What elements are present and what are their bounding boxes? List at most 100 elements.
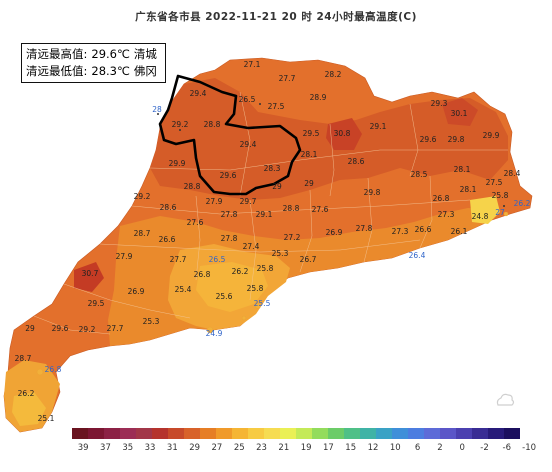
legend-swatch <box>424 428 440 439</box>
station-temp-label: 28.1 <box>454 165 471 174</box>
legend-label: 23 <box>256 443 267 453</box>
legend-label: 25 <box>233 443 245 453</box>
legend-swatch <box>104 428 120 439</box>
station-temp-label: 25.1 <box>38 414 55 423</box>
legend-swatch <box>264 428 280 439</box>
station-temp-label: 27.8 <box>221 234 238 243</box>
station-temp-label: 26.9 <box>326 228 343 237</box>
station-temp-label: 29 <box>304 179 314 188</box>
station-temp-label: 30.8 <box>334 129 351 138</box>
legend-swatch <box>216 428 232 439</box>
station-temp-label: 29.9 <box>169 159 186 168</box>
legend-swatch <box>136 428 152 439</box>
station-temp-label: 24.9 <box>206 329 223 338</box>
legend-swatch <box>88 428 104 439</box>
station-temp-label: 29 <box>25 324 35 333</box>
station-temp-label: 27.4 <box>243 242 260 251</box>
legend-label: 15 <box>345 443 357 453</box>
legend-swatch <box>312 428 328 439</box>
station-temp-label: 26.8 <box>433 194 450 203</box>
legend-swatch <box>280 428 296 439</box>
station-temp-label: 26.6 <box>415 225 432 234</box>
page-title: 广东省各市县 2022-11-21 20 时 24小时最高温度(C) <box>135 11 417 23</box>
station-temp-label: 27.9 <box>206 197 223 206</box>
legend-swatch <box>152 428 168 439</box>
station-temp-label: 29.5 <box>303 129 320 138</box>
station-temp-label: 27.6 <box>312 205 329 214</box>
station-temp-label: 29.1 <box>256 210 273 219</box>
station-temp-label: 25.4 <box>175 285 192 294</box>
legend-swatch <box>376 428 392 439</box>
legend-label: 12 <box>367 443 379 453</box>
legend-label: -10 <box>522 443 537 453</box>
station-temp-label: 28.8 <box>184 182 201 191</box>
legend-label: 19 <box>300 443 312 453</box>
legend-swatch <box>232 428 248 439</box>
station-temp-label: 29.8 <box>364 188 381 197</box>
station-temp-label: 28.1 <box>460 185 477 194</box>
station-temp-label: 29.2 <box>134 192 151 201</box>
watermark-icon <box>496 393 515 406</box>
station-temp-label: 26.2 <box>514 199 531 208</box>
max-place: 清城 <box>133 47 157 61</box>
station-temp-label: 29 <box>272 182 282 191</box>
legend-swatch <box>392 428 408 439</box>
legend-label: 6 <box>414 443 421 453</box>
station-temp-label: 29.1 <box>370 122 387 131</box>
station-temp-label: 27.7 <box>279 74 296 83</box>
station-temp-label: 27.8 <box>356 224 373 233</box>
legend-label: 33 <box>144 443 156 453</box>
legend-label: 0 <box>459 443 465 453</box>
station-temp-label: 28.8 <box>283 204 300 213</box>
station-temp-label: 27.6 <box>187 218 204 227</box>
station-temp-label: 29.2 <box>172 120 189 129</box>
station-temp-label: 28.3 <box>264 164 281 173</box>
station-temp-label: 29.8 <box>448 135 465 144</box>
legend-label: 10 <box>389 443 401 453</box>
legend-swatch <box>488 428 504 439</box>
station-temp-label: 27.2 <box>284 233 301 242</box>
station-temp-label: 26.1 <box>451 227 468 236</box>
legend-swatch <box>456 428 472 439</box>
station-temp-label: 28.4 <box>504 169 521 178</box>
station-temp-label: 29.2 <box>79 325 96 334</box>
legend-swatch <box>72 428 88 439</box>
station-temp-label: 24.8 <box>472 212 489 221</box>
max-label: 清远最高值: <box>26 47 88 61</box>
station-temp-label: 28.5 <box>411 170 428 179</box>
legend-swatch <box>168 428 184 439</box>
legend-label: 29 <box>189 443 201 453</box>
station-temp-label: 25.5 <box>254 299 271 308</box>
station-temp-label: 27.1 <box>244 60 261 69</box>
station-temp-label: 28.7 <box>134 229 151 238</box>
station-temp-label: 29.7 <box>240 197 257 206</box>
min-place: 佛冈 <box>133 64 157 78</box>
station-temp-label: 27.5 <box>486 178 503 187</box>
legend-swatch <box>296 428 312 439</box>
legend-swatch <box>120 428 136 439</box>
legend-label: 31 <box>166 443 178 453</box>
legend-label: 39 <box>77 443 89 453</box>
station-temp-label: 30.7 <box>82 269 99 278</box>
station-temp-label: 28.9 <box>310 93 327 102</box>
station-temp-label: 29.4 <box>240 140 257 149</box>
station-temp-label: 27.3 <box>438 210 455 219</box>
legend-label: 35 <box>122 443 134 453</box>
station-temp-label: 27.3 <box>392 227 409 236</box>
station-temp-label: 29.6 <box>220 171 237 180</box>
station-temp-label: 27.9 <box>116 252 133 261</box>
station-temp-label: 29.6 <box>420 135 437 144</box>
station-temp-label: 28 <box>152 105 162 114</box>
station-temp-label: 26.2 <box>18 389 35 398</box>
station-temp-label: 25.8 <box>257 264 274 273</box>
station-temp-label: 30.1 <box>451 109 468 118</box>
legend-swatch <box>344 428 360 439</box>
min-label: 清远最低值: <box>26 64 88 78</box>
legend-swatch <box>200 428 216 439</box>
station-temp-label: 28.1 <box>301 150 318 159</box>
legend-swatch <box>472 428 488 439</box>
min-stat-row: 清远最低值: 28.3℃ 佛冈 <box>26 63 161 80</box>
legend-label: 17 <box>323 443 334 453</box>
station-temp-label: 25.8 <box>492 191 509 200</box>
